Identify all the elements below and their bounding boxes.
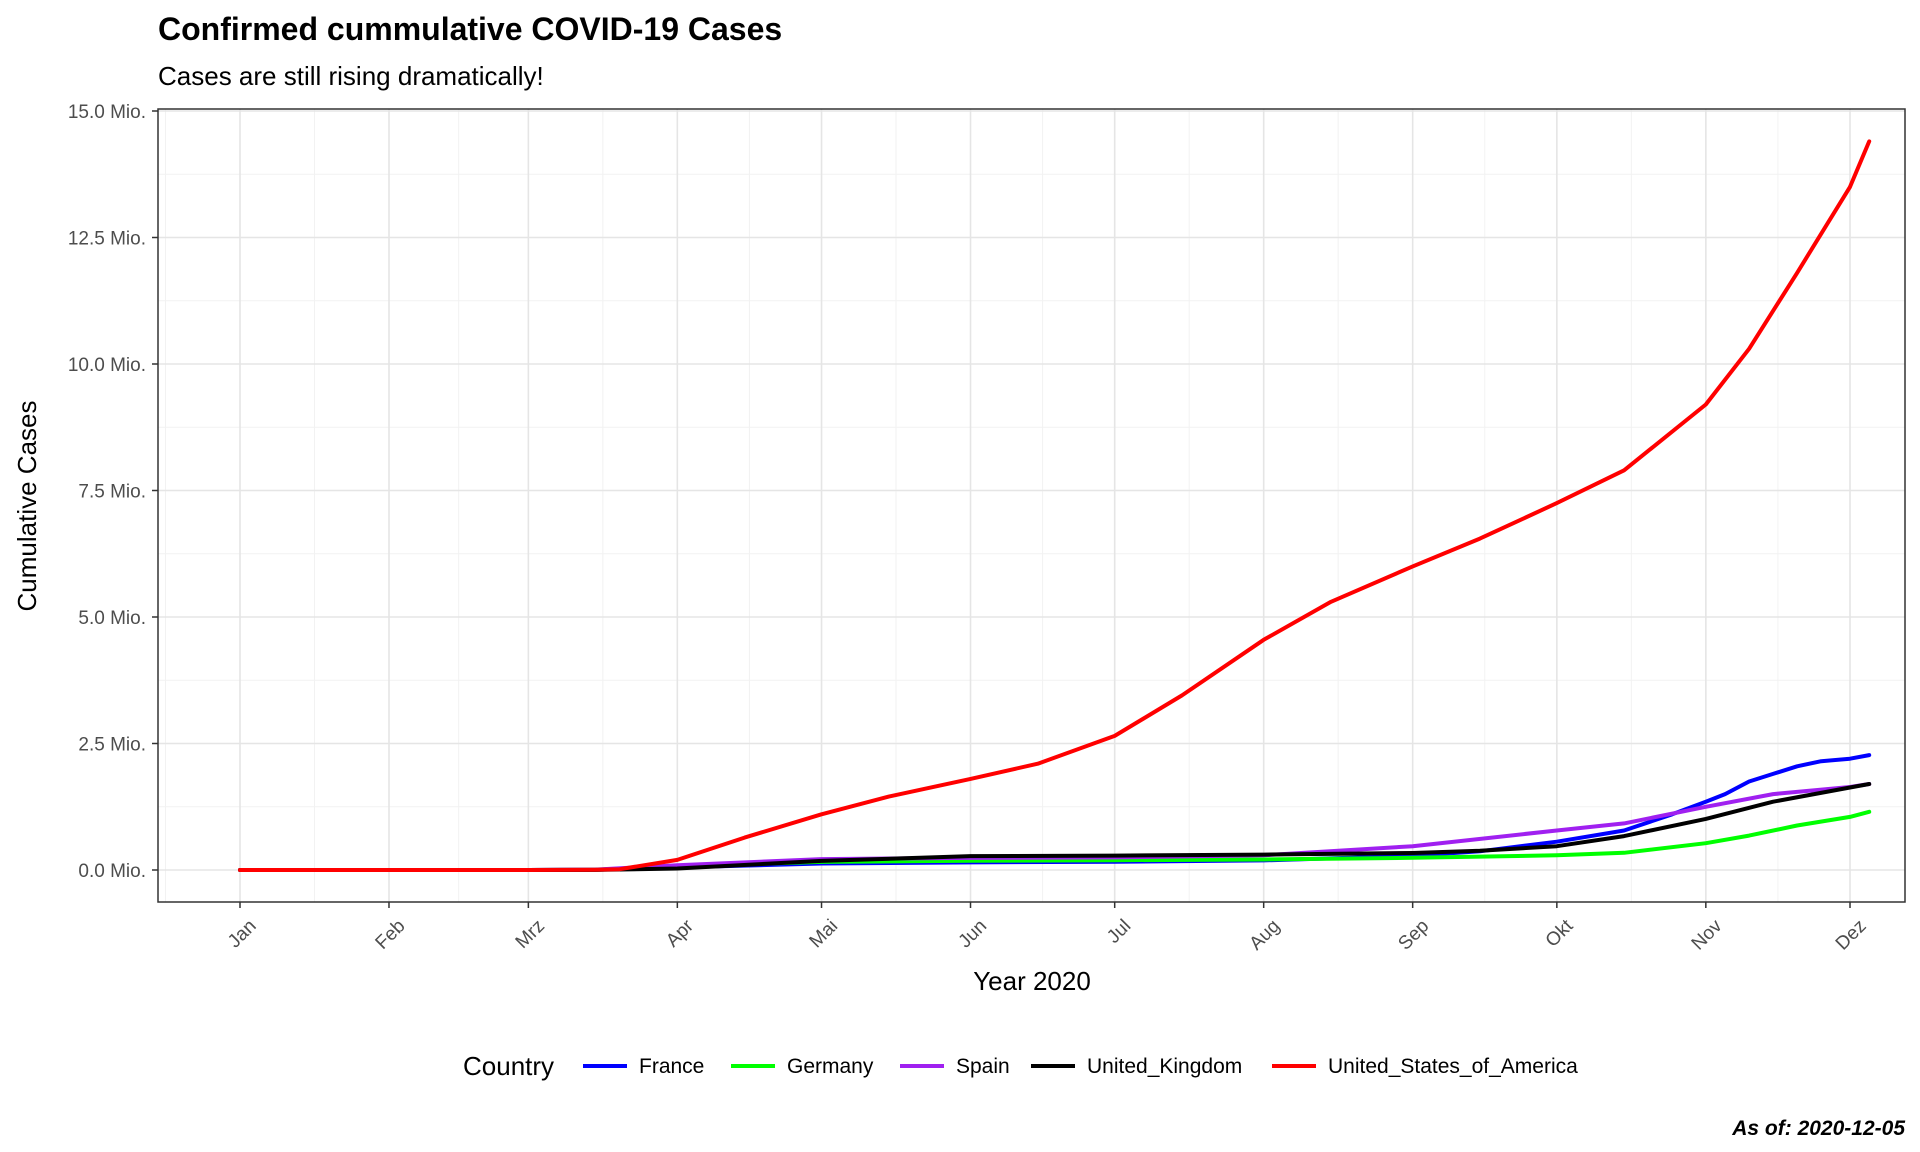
x-tick-label: Apr (662, 915, 698, 951)
data-lines (238, 139, 1872, 872)
legend-label-united-states-of-america: United_States_of_America (1328, 1055, 1578, 1078)
legend-label-germany: Germany (787, 1055, 874, 1078)
plot-panel (157, 108, 1906, 903)
x-tick-label: Aug (1246, 916, 1285, 955)
y-tick-label: 0.0 Mio. (78, 861, 146, 882)
series-line-united-states-of-america (238, 139, 1872, 872)
x-axis: Jan Feb Mrz Apr Mai Jun Jul Aug Sep Okt Nov Dez (224, 902, 1871, 954)
chart-subtitle: Cases are still rising dramatically! (158, 61, 544, 91)
chart-caption: As of: 2020-12-05 (1731, 1117, 1905, 1140)
x-tick-label: Nov (1688, 915, 1727, 954)
y-tick-label: 5.0 Mio. (78, 608, 146, 629)
legend-title: Country (463, 1051, 554, 1081)
legend: Country France Germany Spain United_Kingdom… (463, 1051, 1578, 1081)
grid (158, 109, 1905, 902)
y-tick-label: 10.0 Mio. (68, 355, 146, 376)
y-axis: 0.0 Mio. 2.5 Mio. 5.0 Mio. 7.5 Mio. 10.0 Mio… (68, 102, 158, 882)
x-tick-label: Dez (1832, 916, 1871, 955)
y-axis-title: Cumulative Cases (12, 401, 42, 612)
y-tick-label: 12.5 Mio. (68, 229, 146, 250)
y-tick-label: 2.5 Mio. (78, 735, 146, 756)
series-line-germany (238, 809, 1872, 872)
x-tick-label: Jan (224, 916, 261, 953)
x-tick-label: Mrz (512, 916, 549, 953)
chart-title: Confirmed cummulative COVID-19 Cases (158, 11, 782, 47)
legend-label-united-kingdom: United_Kingdom (1087, 1055, 1242, 1078)
x-tick-label: Jun (955, 916, 992, 953)
x-tick-label: Sep (1394, 916, 1433, 955)
series-line-united-kingdom (238, 782, 1872, 872)
x-tick-label: Okt (1542, 915, 1578, 951)
y-tick-label: 7.5 Mio. (78, 482, 146, 503)
x-tick-label: Mai (806, 916, 843, 953)
y-tick-label: 15.0 Mio. (68, 102, 146, 123)
x-tick-label: Feb (372, 916, 410, 954)
legend-label-spain: Spain (956, 1055, 1010, 1078)
x-tick-label: Jul (1103, 916, 1135, 948)
legend-label-france: France (639, 1055, 704, 1078)
x-axis-title: Year 2020 (973, 966, 1091, 996)
